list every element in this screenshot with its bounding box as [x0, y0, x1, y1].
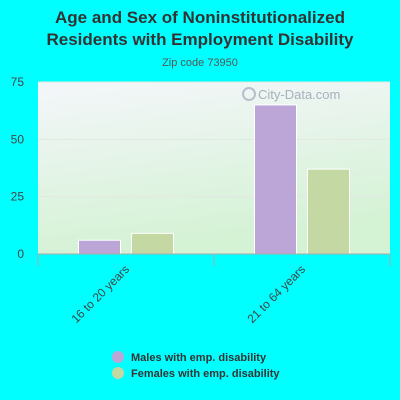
y-tick-label: 50 [11, 132, 25, 146]
y-axis-ticks: 0 25 50 75 [11, 75, 25, 261]
legend-swatch [112, 351, 124, 363]
y-tick-label: 75 [11, 75, 25, 89]
legend-label: Males with emp. disability [131, 352, 267, 364]
bar-females-1 [307, 168, 350, 255]
y-tick-label: 0 [17, 247, 24, 261]
watermark: City-Data.com [242, 87, 340, 102]
x-tick-label: 21 to 64 years [244, 262, 308, 326]
x-tick-label: 16 to 20 years [68, 262, 132, 326]
bars [78, 104, 350, 255]
watermark-text: City-Data.com [258, 87, 340, 102]
chart-title-line-1: Age and Sex of Noninstitutionalized [55, 8, 345, 27]
legend: Males with emp. disability Females with e… [112, 351, 280, 380]
bar-females-0 [131, 232, 174, 255]
bar-males-0 [78, 239, 121, 255]
legend-label: Females with emp. disability [131, 368, 280, 380]
bar-males-1 [254, 104, 297, 255]
y-tick-label: 25 [11, 190, 25, 204]
chart-title-line-2: Residents with Employment Disability [46, 30, 354, 49]
chart-subtitle: Zip code 73950 [162, 57, 238, 69]
x-axis-ticks: 16 to 20 years 21 to 64 years [37, 254, 391, 326]
watermark-magnifier-icon [242, 87, 256, 101]
legend-swatch [112, 367, 124, 379]
